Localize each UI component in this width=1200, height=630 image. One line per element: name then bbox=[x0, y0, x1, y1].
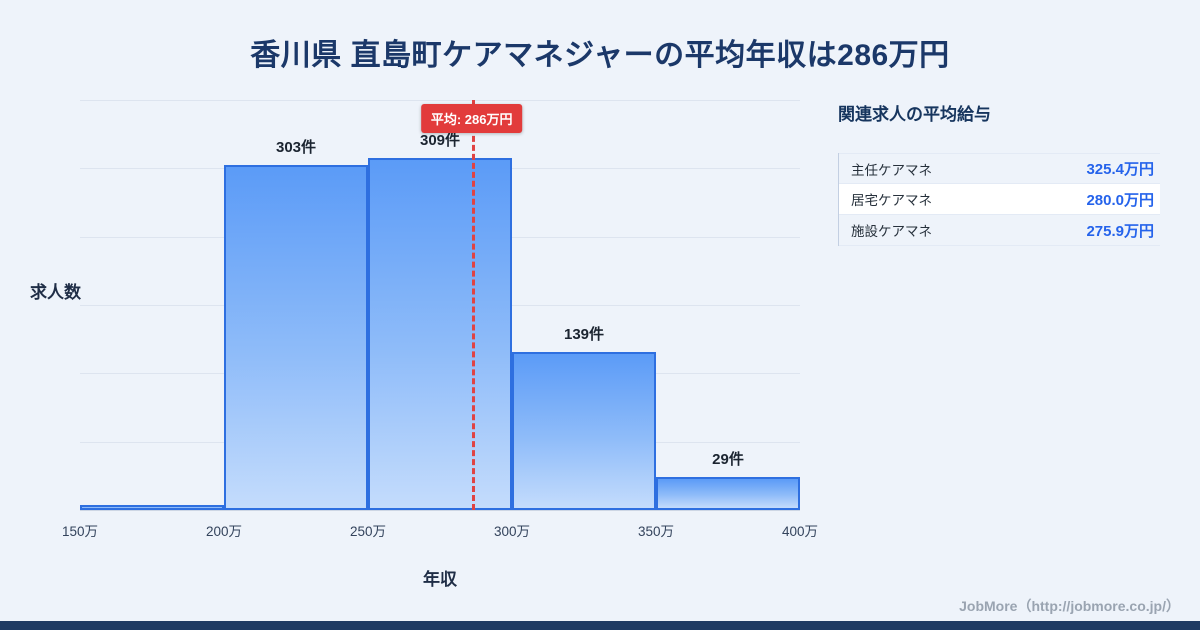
related-job-row: 施設ケアマネ 275.9万円 bbox=[839, 215, 1160, 246]
x-tick-label: 400万 bbox=[781, 524, 819, 539]
mean-badge: 平均: 286万円 bbox=[420, 104, 523, 133]
related-job-row: 居宅ケアマネ 280.0万円 bbox=[839, 184, 1160, 215]
related-job-row: 主任ケアマネ 325.4万円 bbox=[839, 153, 1160, 184]
x-tick-label: 250万 bbox=[349, 524, 387, 539]
related-job-salary: 325.4万円 bbox=[1086, 161, 1154, 178]
bar-count-label: 303件 bbox=[275, 138, 317, 156]
page-title: 香川県 直島町ケアマネジャーの平均年収は286万円 bbox=[250, 39, 950, 72]
related-job-name: 居宅ケアマネ bbox=[851, 193, 932, 208]
x-tick-label: 350万 bbox=[637, 524, 675, 539]
x-axis-baseline bbox=[80, 510, 800, 511]
mean-line bbox=[471, 100, 475, 510]
related-job-salary: 275.9万円 bbox=[1086, 222, 1154, 240]
bottom-accent-bar bbox=[0, 621, 1200, 630]
related-jobs-panel: 関連求人の平均給与 主任ケアマネ 325.4万円居宅ケアマネ 280.0万円施設ケア… bbox=[838, 100, 1160, 246]
x-axis-label: 年収 bbox=[423, 570, 457, 589]
y-axis-label: 求人数 bbox=[30, 283, 81, 302]
related-job-salary: 280.0万円 bbox=[1086, 191, 1154, 209]
x-tick-label: 150万 bbox=[61, 524, 99, 539]
histogram-plot: 303件 309件 139件 29件 平均: 286万円 bbox=[80, 100, 800, 511]
related-job-name: 施設ケアマネ bbox=[851, 224, 932, 239]
x-tick-label: 200万 bbox=[205, 524, 243, 539]
histogram-bar bbox=[512, 351, 656, 510]
bar-count-label: 309件 bbox=[419, 132, 461, 150]
bar-count-label: 29件 bbox=[712, 450, 744, 468]
histogram-bar bbox=[368, 158, 512, 510]
related-job-name: 主任ケアマネ bbox=[851, 162, 932, 178]
x-tick-label: 300万 bbox=[493, 524, 531, 539]
histogram-bar bbox=[224, 164, 368, 510]
histogram-bar bbox=[656, 476, 800, 510]
credit-text: JobMore（http://jobmore.co.jp/） bbox=[959, 598, 1180, 614]
related-jobs-table: 主任ケアマネ 325.4万円居宅ケアマネ 280.0万円施設ケアマネ 275.9万円 bbox=[838, 153, 1160, 246]
related-jobs-panel-title: 関連求人の平均給与 bbox=[838, 105, 991, 124]
histogram-bar bbox=[80, 505, 224, 510]
gridline bbox=[80, 100, 800, 101]
bar-count-label: 139件 bbox=[563, 325, 605, 343]
